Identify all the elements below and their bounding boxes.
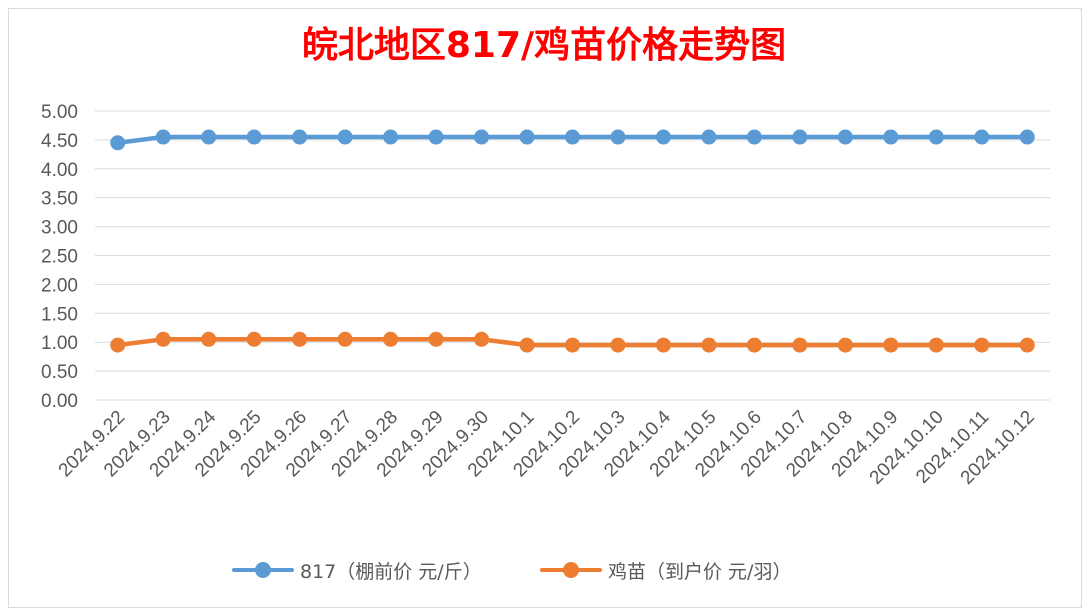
data-point-0 [928,129,944,145]
legend-item-chick[interactable]: 鸡苗（到户价 元/羽） [540,555,791,585]
data-point-0 [974,129,990,145]
data-point-1 [474,331,490,347]
data-point-0 [292,129,308,145]
data-point-1 [746,337,762,353]
data-point-1 [246,331,262,347]
data-point-1 [701,337,717,353]
data-point-1 [383,331,399,347]
data-point-1 [1019,337,1035,353]
data-point-1 [155,331,171,347]
y-tick-label: 4.50 [41,131,78,152]
data-point-0 [337,129,353,145]
data-point-1 [610,337,626,353]
data-point-0 [701,129,717,145]
data-point-0 [837,129,853,145]
data-point-0 [792,129,808,145]
y-tick-label: 1.00 [41,333,78,354]
chart-area[interactable] [8,8,1082,608]
y-tick-label: 3.00 [41,218,78,239]
data-point-0 [610,129,626,145]
data-point-0 [246,129,262,145]
y-tick-label: 1.50 [41,304,78,325]
y-tick-label: 4.00 [41,160,78,181]
data-point-0 [155,129,171,145]
data-point-1 [655,337,671,353]
data-point-0 [474,129,490,145]
data-point-1 [565,337,580,353]
data-point-1 [292,331,308,347]
data-point-0 [201,129,217,145]
y-tick-label: 2.50 [41,247,78,268]
y-tick-label: 5.00 [41,102,78,123]
legend-marker-chick [540,555,602,585]
chart-title: 皖北地区817/鸡苗价格走势图 [301,25,787,66]
legend-marker-817 [232,555,294,585]
data-point-1 [337,331,353,347]
legend-label-chick: 鸡苗（到户价 元/羽） [608,560,792,583]
data-point-1 [110,337,126,353]
y-tick-label: 0.00 [41,391,78,412]
y-tick-label: 0.50 [41,362,78,383]
data-point-0 [883,129,899,145]
data-point-0 [428,129,444,145]
legend: 817（棚前价 元/斤） 鸡苗（到户价 元/羽） [0,555,1088,585]
data-point-1 [883,337,899,353]
data-point-0 [519,129,535,145]
data-point-1 [928,337,944,353]
data-point-1 [974,337,990,353]
legend-label-817: 817（棚前价 元/斤） [300,560,482,583]
data-point-1 [201,331,217,347]
data-point-0 [746,129,762,145]
data-point-1 [428,331,444,347]
data-point-1 [837,337,853,353]
y-tick-label: 3.50 [41,189,78,210]
data-point-0 [110,135,126,151]
data-point-0 [565,129,580,145]
data-point-1 [792,337,808,353]
data-point-0 [1019,129,1035,145]
data-point-0 [655,129,671,145]
legend-item-817[interactable]: 817（棚前价 元/斤） [232,555,482,585]
data-point-1 [519,337,535,353]
y-tick-label: 2.00 [41,275,78,296]
data-point-0 [383,129,399,145]
